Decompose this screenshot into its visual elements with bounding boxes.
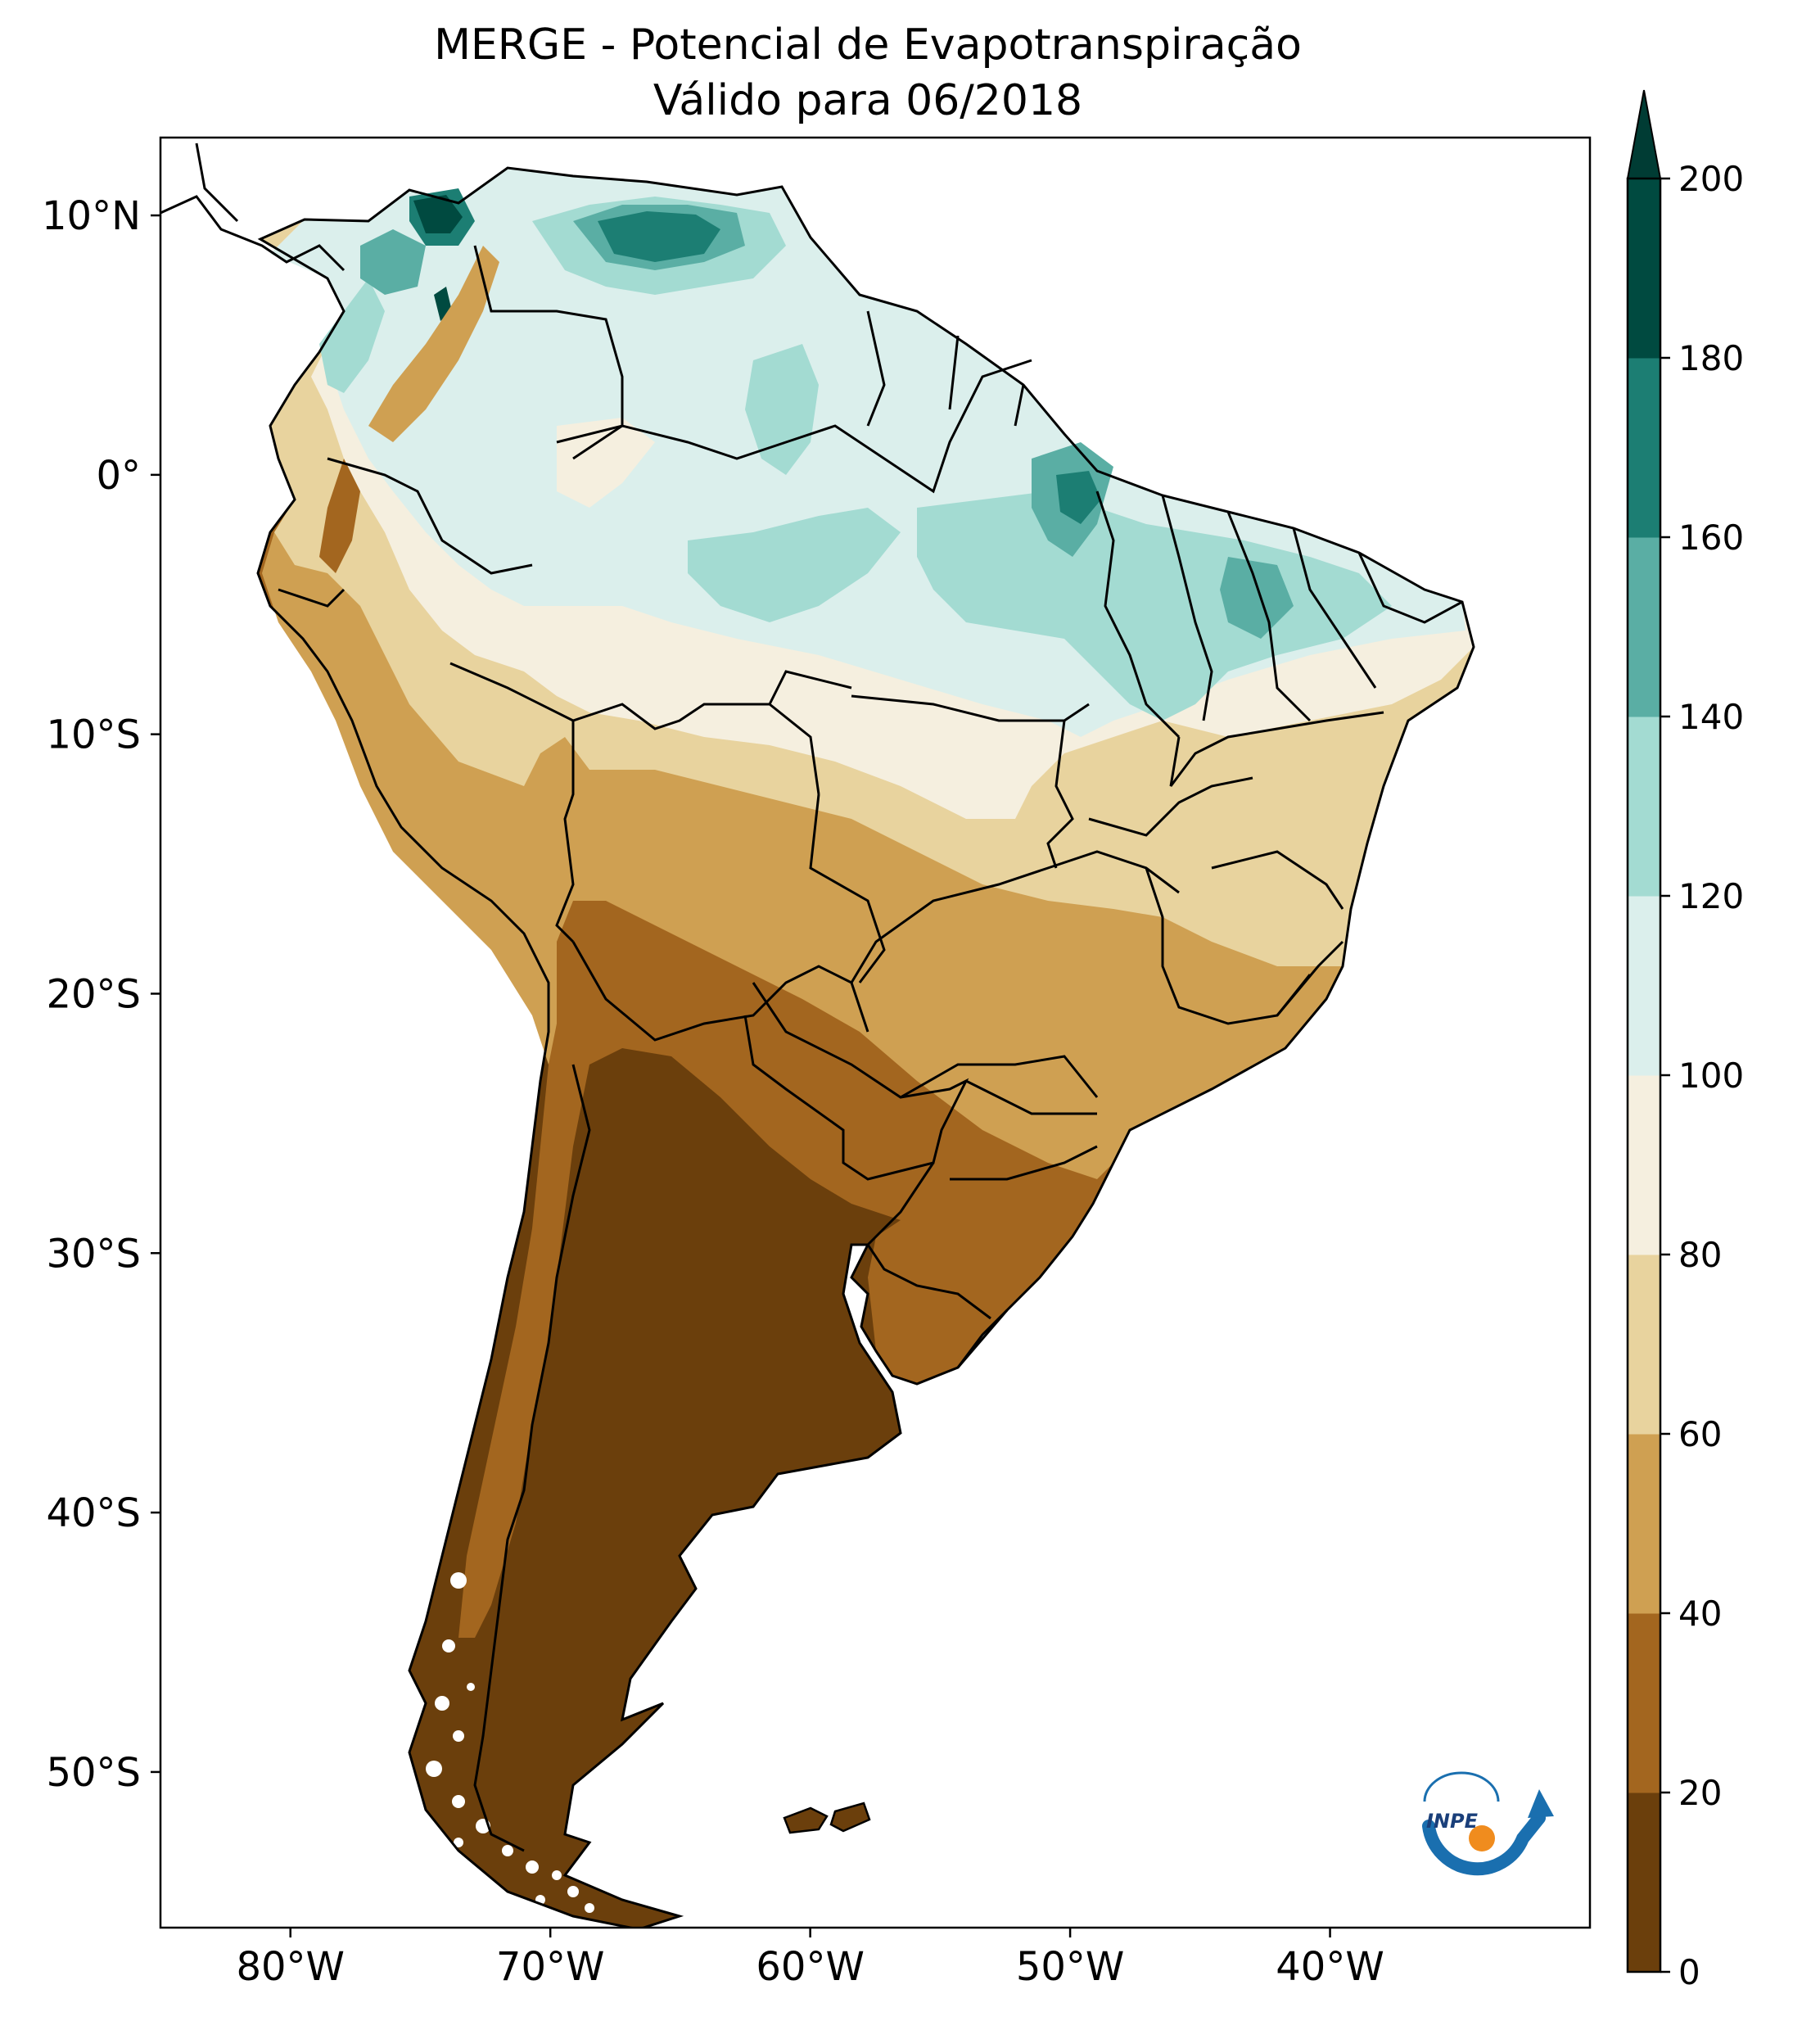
x-axis: 80°W 70°W 60°W 50°W 40°W — [236, 1928, 1384, 1990]
colorbar-tick-label: 60 — [1678, 1414, 1722, 1454]
x-tick-label: 60°W — [756, 1944, 865, 1990]
band-160-180-b — [1056, 471, 1101, 524]
x-tick-label: 80°W — [236, 1944, 345, 1990]
colorbar-tick-label: 160 — [1678, 518, 1744, 558]
logo-arrow-icon — [1528, 1789, 1554, 1818]
falkland-islands — [783, 1802, 871, 1834]
colorbar-segment — [1628, 717, 1660, 897]
evapotranspiration-field — [160, 142, 1475, 1928]
logo-swoosh — [1422, 1811, 1546, 1876]
map-title: MERGE - Potencial de Evapotranspiração — [434, 20, 1302, 70]
band-120-140-b — [917, 491, 1392, 721]
y-tick-label: 10°N — [42, 193, 141, 239]
inpe-logo: INPE — [1422, 1771, 1554, 1876]
colorbar-segment — [1628, 1075, 1660, 1255]
x-tick-label: 70°W — [496, 1944, 605, 1990]
y-tick-label: 10°S — [46, 712, 141, 758]
band-120-140-e — [319, 278, 385, 393]
logo-sun-icon — [1469, 1825, 1495, 1851]
band-140-160-b — [1220, 557, 1294, 639]
y-tick-label: 20°S — [46, 971, 141, 1017]
country-borders — [160, 142, 1475, 1928]
colorbar-segment — [1628, 1255, 1660, 1435]
x-tick-label: 50°W — [1016, 1944, 1125, 1990]
colorbar: 0 20 40 60 80 100 120 140 160 180 200 — [1626, 89, 1744, 1992]
colorbar-segment — [1628, 358, 1660, 538]
andes-ridge-ecuador — [319, 459, 360, 573]
colorbar-tick-label: 80 — [1678, 1235, 1722, 1275]
map-subtitle: Válido para 06/2018 — [653, 76, 1082, 125]
band-120-140-a — [688, 508, 901, 622]
colorbar-tick-label: 0 — [1678, 1952, 1700, 1992]
y-tick-label: 30°S — [46, 1231, 141, 1277]
band-80-100-pocket — [557, 418, 655, 508]
x-tick-label: 40°W — [1276, 1944, 1384, 1990]
logo-text: INPE — [1426, 1810, 1479, 1833]
missing-data-speckles — [426, 1572, 594, 1913]
colorbar-tick-label: 180 — [1678, 338, 1744, 378]
map-panel: 80°W 70°W 60°W 50°W 40°W 10°N 0° 10°S 20°S 30°S 4… — [42, 136, 1592, 1990]
colorbar-segment — [1628, 537, 1660, 717]
band-160-180-a — [598, 211, 720, 262]
map-frame — [159, 136, 1592, 1929]
colorbar-segment — [1628, 896, 1660, 1076]
y-tick-label: 50°S — [46, 1750, 141, 1796]
colorbar-tick-label: 140 — [1678, 697, 1744, 737]
colorbar-extend-arrow — [1626, 89, 1662, 179]
logo-orbit — [1423, 1771, 1500, 1802]
colorbar-ticks: 0 20 40 60 80 100 120 140 160 180 200 — [1660, 159, 1744, 1992]
y-axis: 10°N 0° 10°S 20°S 30°S 40°S 50°S — [42, 193, 160, 1796]
band-140-160-d — [360, 229, 426, 295]
colorbar-segment — [1628, 1613, 1660, 1793]
andes-ridge-north — [368, 246, 499, 442]
band-180-200-a — [413, 195, 463, 233]
band-120-140-d — [745, 344, 819, 475]
colorbar-tick-label: 120 — [1678, 876, 1744, 916]
y-tick-label: 0° — [96, 453, 141, 499]
colorbar-tick-label: 20 — [1678, 1773, 1722, 1813]
y-tick-label: 40°S — [46, 1490, 141, 1536]
colorbar-tick-label: 40 — [1678, 1594, 1722, 1634]
colorbar-segments — [1628, 179, 1660, 1973]
colorbar-segment — [1628, 1793, 1660, 1973]
colorbar-segment — [1628, 1434, 1660, 1614]
colorbar-tick-label: 100 — [1678, 1056, 1744, 1096]
colorbar-segment — [1628, 179, 1660, 359]
colorbar-tick-label: 200 — [1678, 159, 1744, 199]
